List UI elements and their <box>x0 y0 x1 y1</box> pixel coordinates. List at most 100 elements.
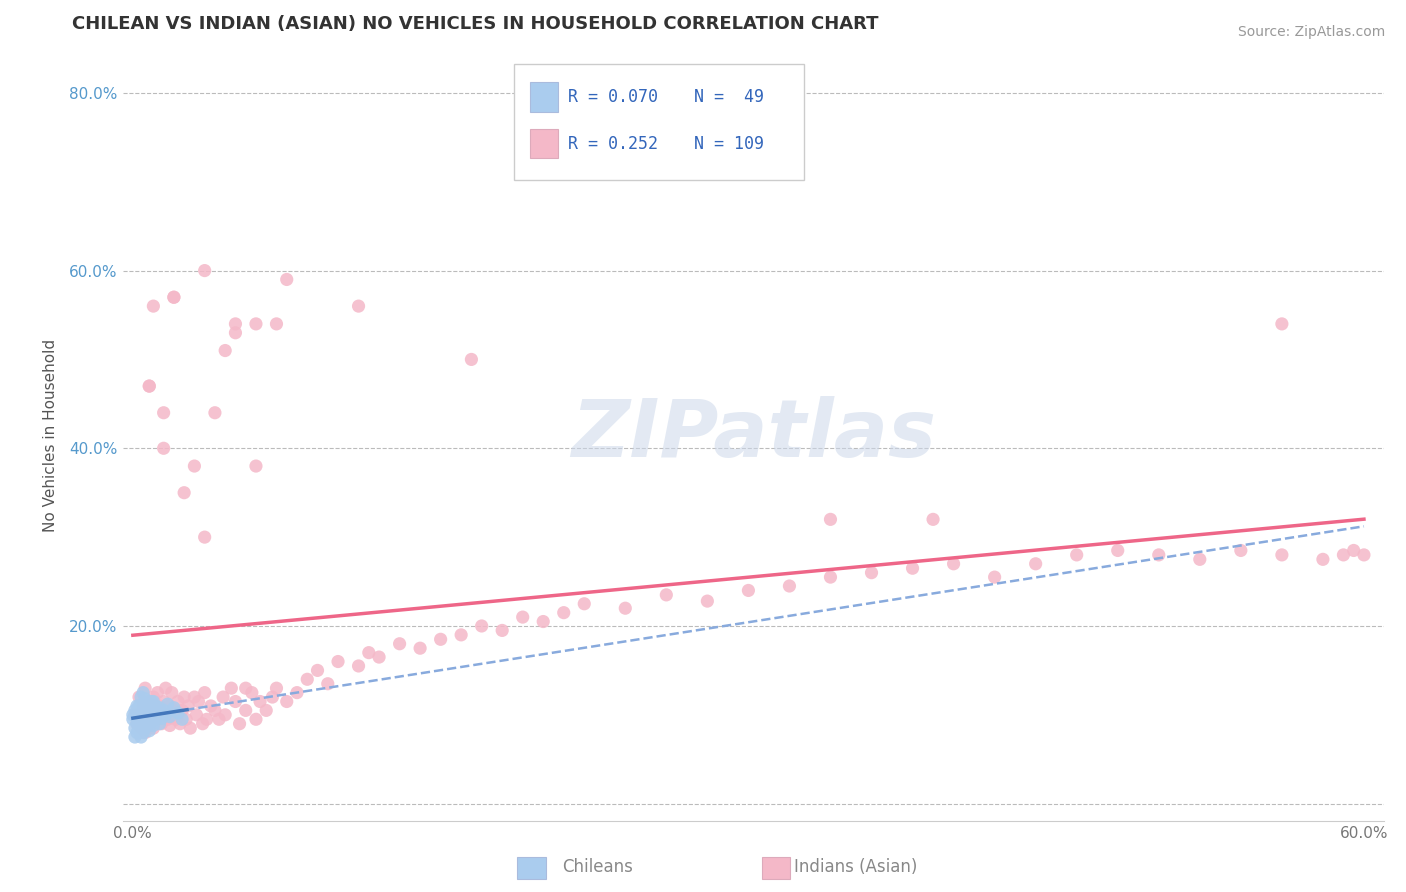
Point <box>152 707 174 722</box>
Point <box>124 730 146 744</box>
Point <box>183 458 205 473</box>
Point <box>124 707 146 722</box>
Point <box>146 706 169 720</box>
Point <box>134 712 156 726</box>
Point <box>163 290 186 304</box>
Point <box>1230 543 1253 558</box>
Point <box>156 712 179 726</box>
Point <box>531 615 554 629</box>
Point <box>245 712 267 726</box>
Point <box>316 677 339 691</box>
Point <box>409 641 432 656</box>
Point <box>136 709 159 723</box>
Point <box>1343 543 1365 558</box>
Point <box>1025 557 1047 571</box>
Point <box>156 697 179 711</box>
Point <box>136 718 159 732</box>
Point <box>224 694 246 708</box>
Point <box>429 632 451 647</box>
Point <box>368 650 391 665</box>
Point <box>737 583 759 598</box>
Point <box>1271 317 1294 331</box>
Text: N =  49: N = 49 <box>695 88 765 106</box>
Point <box>128 712 150 726</box>
Point <box>152 703 174 717</box>
Point <box>124 703 146 717</box>
FancyBboxPatch shape <box>530 128 558 158</box>
Point <box>186 707 208 722</box>
Point <box>125 716 148 731</box>
Point <box>145 703 167 717</box>
Text: N = 109: N = 109 <box>695 135 765 153</box>
Point <box>132 698 155 713</box>
Point <box>138 723 160 738</box>
Point <box>152 442 174 456</box>
Point <box>245 317 267 331</box>
Point <box>152 406 174 420</box>
Point <box>174 712 197 726</box>
Text: Indians (Asian): Indians (Asian) <box>794 858 918 876</box>
Point <box>187 694 209 708</box>
Point <box>169 716 191 731</box>
Point <box>1353 548 1375 562</box>
Point <box>134 700 156 714</box>
Point <box>179 721 201 735</box>
Point <box>1331 548 1354 562</box>
Point <box>388 637 411 651</box>
Point <box>235 681 257 696</box>
Point <box>357 646 380 660</box>
Point <box>347 659 370 673</box>
Point <box>235 703 257 717</box>
Point <box>163 703 186 717</box>
Point <box>297 673 319 687</box>
Point <box>901 561 924 575</box>
Point <box>160 685 183 699</box>
Point <box>148 716 170 731</box>
Point <box>167 694 190 708</box>
Point <box>512 610 534 624</box>
Point <box>655 588 678 602</box>
Point <box>224 326 246 340</box>
Point <box>124 721 146 735</box>
Point <box>172 703 194 717</box>
FancyBboxPatch shape <box>530 82 558 112</box>
Point <box>125 707 148 722</box>
Point <box>696 594 718 608</box>
FancyBboxPatch shape <box>513 64 804 180</box>
Point <box>254 703 277 717</box>
Point <box>177 698 200 713</box>
Text: Chileans: Chileans <box>562 858 633 876</box>
Point <box>460 352 482 367</box>
Point <box>142 690 165 704</box>
Point <box>145 698 167 713</box>
Text: ZIPatlas: ZIPatlas <box>571 396 936 474</box>
Point <box>214 707 236 722</box>
Point <box>276 694 298 708</box>
Point <box>128 698 150 713</box>
Point <box>155 707 177 722</box>
Point <box>155 681 177 696</box>
Point <box>276 272 298 286</box>
Point <box>212 690 235 704</box>
Point <box>142 694 165 708</box>
Point <box>221 681 243 696</box>
Point <box>347 299 370 313</box>
Point <box>146 712 169 726</box>
Point <box>134 691 156 706</box>
Point <box>132 712 155 726</box>
Point <box>172 712 194 726</box>
Point <box>148 700 170 714</box>
Point <box>146 685 169 699</box>
Point <box>132 698 155 713</box>
Point <box>1312 552 1334 566</box>
Point <box>142 299 165 313</box>
Point <box>173 485 195 500</box>
Point <box>194 263 217 277</box>
Point <box>820 512 842 526</box>
Point <box>121 707 143 722</box>
Point <box>134 721 156 735</box>
Point <box>183 690 205 704</box>
Point <box>249 694 271 708</box>
Point <box>141 694 163 708</box>
Point <box>491 624 513 638</box>
